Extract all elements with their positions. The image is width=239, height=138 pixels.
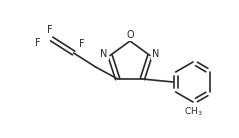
Text: N: N — [100, 49, 108, 59]
Text: F: F — [35, 38, 40, 48]
Text: O: O — [126, 30, 134, 40]
Text: F: F — [79, 39, 84, 49]
Text: CH$_3$: CH$_3$ — [184, 106, 202, 118]
Text: F: F — [47, 25, 53, 35]
Text: N: N — [152, 49, 160, 59]
